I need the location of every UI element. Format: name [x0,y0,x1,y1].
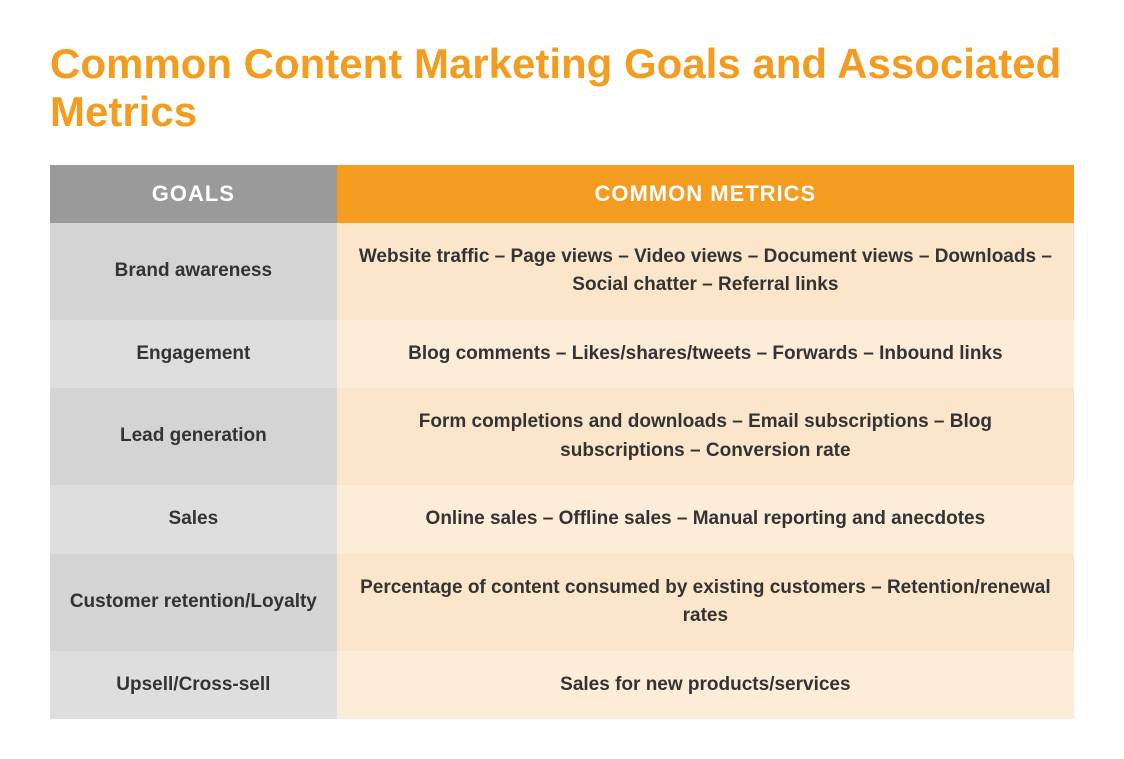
page-title: Common Content Marketing Goals and Assoc… [50,40,1074,137]
metric-cell: Blog comments – Likes/shares/tweets – Fo… [337,320,1074,389]
goal-cell: Lead generation [50,388,337,485]
metric-cell: Percentage of content consumed by existi… [337,554,1074,651]
table-row: Upsell/Cross-sell Sales for new products… [50,651,1074,720]
goal-cell: Engagement [50,320,337,389]
table-header-row: GOALS COMMON METRICS [50,165,1074,223]
metric-cell: Sales for new products/services [337,651,1074,720]
table-row: Customer retention/Loyalty Percentage of… [50,554,1074,651]
table-row: Lead generation Form completions and dow… [50,388,1074,485]
metrics-column-header: COMMON METRICS [337,165,1074,223]
table-row: Brand awareness Website traffic – Page v… [50,223,1074,320]
goal-cell: Customer retention/Loyalty [50,554,337,651]
metric-cell: Form completions and downloads – Email s… [337,388,1074,485]
metric-cell: Website traffic – Page views – Video vie… [337,223,1074,320]
metric-cell: Online sales – Offline sales – Manual re… [337,485,1074,554]
metrics-table: GOALS COMMON METRICS Brand awareness Web… [50,165,1074,720]
table-row: Engagement Blog comments – Likes/shares/… [50,320,1074,389]
goals-column-header: GOALS [50,165,337,223]
goal-cell: Sales [50,485,337,554]
goal-cell: Upsell/Cross-sell [50,651,337,720]
table-row: Sales Online sales – Offline sales – Man… [50,485,1074,554]
goal-cell: Brand awareness [50,223,337,320]
